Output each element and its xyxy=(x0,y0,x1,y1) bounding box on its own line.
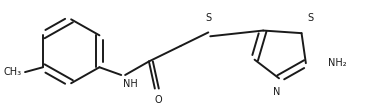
Text: S: S xyxy=(205,13,211,23)
Text: NH₂: NH₂ xyxy=(328,58,346,68)
Text: S: S xyxy=(308,13,314,23)
Text: CH₃: CH₃ xyxy=(4,67,22,77)
Text: N: N xyxy=(273,87,281,97)
Text: O: O xyxy=(154,95,161,105)
Text: NH: NH xyxy=(123,79,138,89)
